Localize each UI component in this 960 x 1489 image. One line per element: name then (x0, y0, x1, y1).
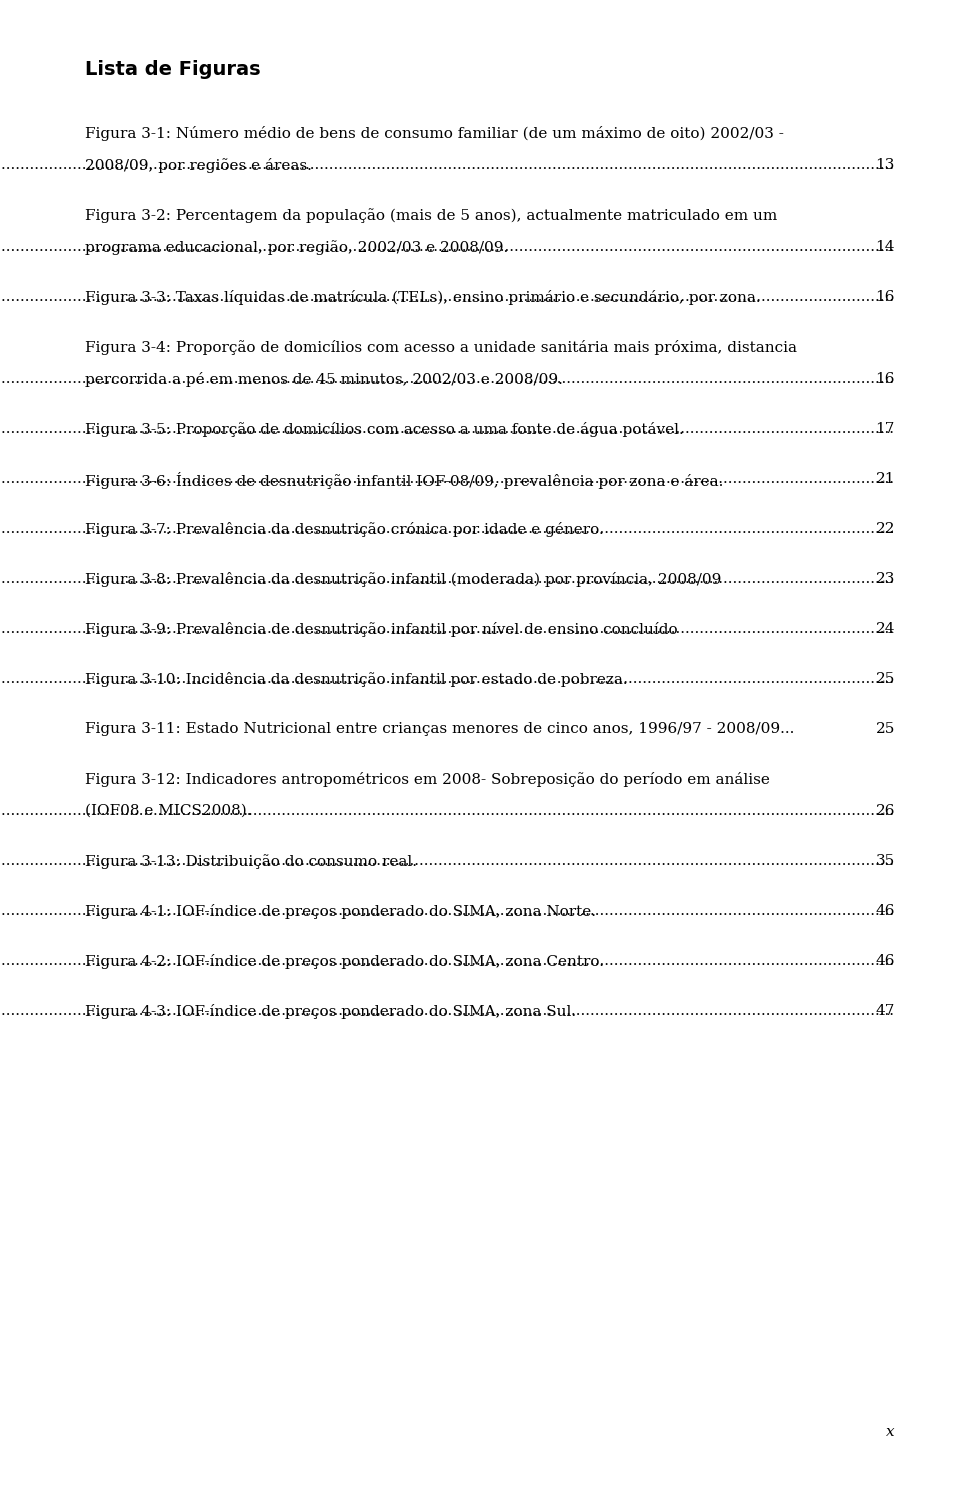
Text: ................................................................................: ........................................… (0, 622, 895, 636)
Text: ................................................................................: ........................................… (0, 672, 895, 686)
Text: Figura 3-4: Proporção de domicílios com acesso a unidade sanitária mais próxima,: Figura 3-4: Proporção de domicílios com … (85, 339, 797, 354)
Text: Figura 3-3: Taxas líquidas de matrícula (TELs), ensino primário e secundário, po: Figura 3-3: Taxas líquidas de matrícula … (85, 290, 760, 305)
Text: ................................................................................: ........................................… (0, 421, 895, 436)
Text: 14: 14 (876, 240, 895, 255)
Text: Figura 3-5: Proporção de domicílios com acesso a uma fonte de água potável.: Figura 3-5: Proporção de domicílios com … (85, 421, 684, 436)
Text: ................................................................................: ........................................… (0, 804, 895, 817)
Text: ................................................................................: ........................................… (0, 954, 895, 968)
Text: 17: 17 (876, 421, 895, 436)
Text: 25: 25 (876, 722, 895, 736)
Text: Figura 4-3: IOF-índice de preços ponderado do SIMA, zona Sul.: Figura 4-3: IOF-índice de preços pondera… (85, 1004, 576, 1018)
Text: ................................................................................: ........................................… (0, 523, 895, 536)
Text: ................................................................................: ........................................… (0, 290, 895, 304)
Text: ................................................................................: ........................................… (0, 855, 895, 868)
Text: 13: 13 (876, 158, 895, 173)
Text: 23: 23 (876, 572, 895, 587)
Text: 24: 24 (876, 622, 895, 636)
Text: Figura 3-2: Percentagem da população (mais de 5 anos), actualmente matriculado e: Figura 3-2: Percentagem da população (ma… (85, 208, 778, 223)
Text: Figura 4-1: IOF-índice de preços ponderado do SIMA, zona Norte.: Figura 4-1: IOF-índice de preços pondera… (85, 904, 596, 919)
Text: Figura 3-8: Prevalência da desnutrição infantil (moderada) por província, 2008/0: Figura 3-8: Prevalência da desnutrição i… (85, 572, 721, 587)
Text: Figura 3-10: Incidência da desnutrição infantil por estado de pobreza.: Figura 3-10: Incidência da desnutrição i… (85, 672, 628, 686)
Text: Figura 3-12: Indicadores antropométricos em 2008- Sobreposição do período em aná: Figura 3-12: Indicadores antropométricos… (85, 771, 770, 788)
Text: Figura 3-7: Prevalência da desnutrição crónica por idade e género.: Figura 3-7: Prevalência da desnutrição c… (85, 523, 604, 538)
Text: ................................................................................: ........................................… (0, 1004, 895, 1018)
Text: Lista de Figuras: Lista de Figuras (85, 60, 260, 79)
Text: 35: 35 (876, 855, 895, 868)
Text: 25: 25 (876, 672, 895, 686)
Text: ................................................................................: ........................................… (0, 372, 895, 386)
Text: Figura 3-1: Número médio de bens de consumo familiar (de um máximo de oito) 2002: Figura 3-1: Número médio de bens de cons… (85, 127, 784, 141)
Text: 2008/09, por regiões e áreas.: 2008/09, por regiões e áreas. (85, 158, 312, 173)
Text: ................................................................................: ........................................… (0, 240, 895, 255)
Text: ................................................................................: ........................................… (0, 572, 895, 587)
Text: programa educacional, por região, 2002/03 e 2008/09.: programa educacional, por região, 2002/0… (85, 240, 508, 255)
Text: ................................................................................: ........................................… (0, 158, 895, 173)
Text: Figura 3-13: Distribuição do consumo real.: Figura 3-13: Distribuição do consumo rea… (85, 855, 417, 870)
Text: 16: 16 (876, 372, 895, 386)
Text: x: x (886, 1425, 895, 1438)
Text: 16: 16 (876, 290, 895, 304)
Text: Figura 3-11: Estado Nutricional entre crianças menores de cinco anos, 1996/97 - : Figura 3-11: Estado Nutricional entre cr… (85, 722, 794, 736)
Text: ................................................................................: ........................................… (0, 904, 895, 919)
Text: ................................................................................: ........................................… (0, 472, 895, 485)
Text: Figura 3-9: Prevalência de desnutrição infantil por nível de ensino concluído: Figura 3-9: Prevalência de desnutrição i… (85, 622, 678, 637)
Text: 22: 22 (876, 523, 895, 536)
Text: Figura 4-2: IOF-índice de preços ponderado do SIMA, zona Centro.: Figura 4-2: IOF-índice de preços pondera… (85, 954, 604, 969)
Text: Figura 3-6: Índices de desnutrição infantil IOF-08/09, prevalência por zona e ár: Figura 3-6: Índices de desnutrição infan… (85, 472, 724, 488)
Text: 47: 47 (876, 1004, 895, 1018)
Text: 21: 21 (876, 472, 895, 485)
Text: 26: 26 (876, 804, 895, 817)
Text: 46: 46 (876, 954, 895, 968)
Text: 46: 46 (876, 904, 895, 919)
Text: percorrida a pé em menos de 45 minutos, 2002/03 e 2008/09.: percorrida a pé em menos de 45 minutos, … (85, 372, 563, 387)
Text: (IOF08 e MICS2008).: (IOF08 e MICS2008). (85, 804, 252, 817)
